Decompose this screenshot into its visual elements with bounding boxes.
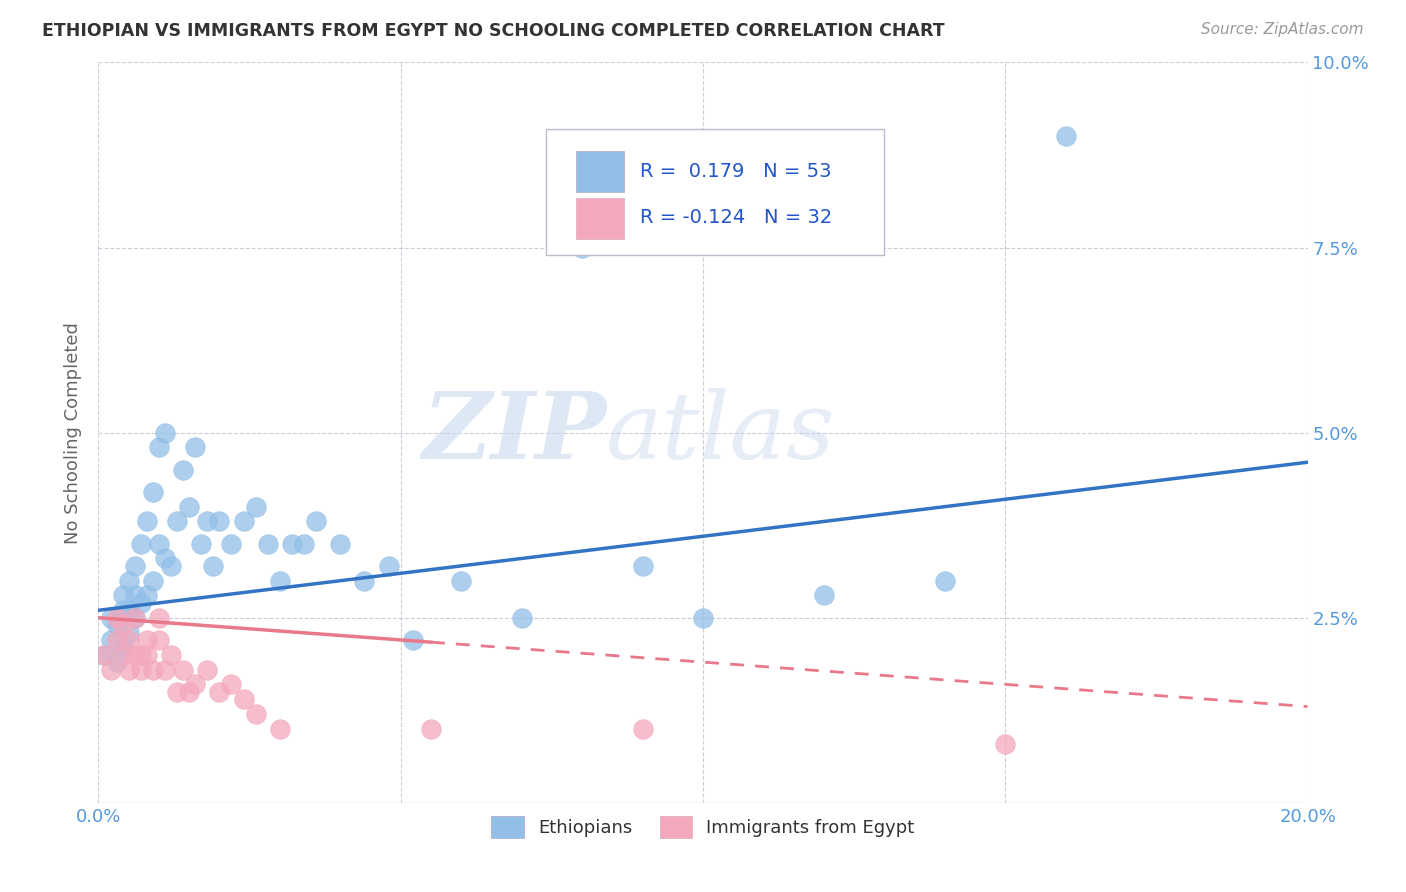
Legend: Ethiopians, Immigrants from Egypt: Ethiopians, Immigrants from Egypt xyxy=(484,809,922,846)
Point xyxy=(135,648,157,662)
Point xyxy=(305,515,328,529)
Text: Source: ZipAtlas.com: Source: ZipAtlas.com xyxy=(1201,22,1364,37)
Point xyxy=(118,625,141,640)
Point xyxy=(208,515,231,529)
Point xyxy=(111,589,134,603)
Text: atlas: atlas xyxy=(606,388,835,477)
Point xyxy=(111,640,134,655)
Point xyxy=(124,558,146,573)
Point xyxy=(402,632,425,647)
Point xyxy=(129,648,152,662)
Point xyxy=(195,663,218,677)
Point xyxy=(105,632,128,647)
Point xyxy=(111,618,134,632)
Point xyxy=(100,610,122,624)
Point xyxy=(184,677,207,691)
Point xyxy=(148,610,170,624)
Point xyxy=(142,663,165,677)
Point xyxy=(1054,129,1077,144)
Point xyxy=(148,632,170,647)
Point xyxy=(994,737,1017,751)
Point xyxy=(129,596,152,610)
Point xyxy=(148,536,170,550)
Point xyxy=(172,663,194,677)
Point xyxy=(631,558,654,573)
Point xyxy=(93,648,115,662)
Point xyxy=(148,441,170,455)
Point xyxy=(281,536,304,550)
Point xyxy=(124,589,146,603)
Point xyxy=(111,603,134,617)
Point xyxy=(118,632,141,647)
Point xyxy=(129,536,152,550)
Point xyxy=(93,648,115,662)
Point xyxy=(269,574,291,588)
Point xyxy=(232,692,254,706)
Point xyxy=(166,515,188,529)
Point xyxy=(202,558,225,573)
Point xyxy=(118,603,141,617)
Point xyxy=(105,610,128,624)
Text: ETHIOPIAN VS IMMIGRANTS FROM EGYPT NO SCHOOLING COMPLETED CORRELATION CHART: ETHIOPIAN VS IMMIGRANTS FROM EGYPT NO SC… xyxy=(42,22,945,40)
Point xyxy=(118,574,141,588)
Point xyxy=(221,536,243,550)
FancyBboxPatch shape xyxy=(546,129,884,255)
Point xyxy=(124,610,146,624)
Point xyxy=(195,515,218,529)
Point xyxy=(934,574,956,588)
Point xyxy=(450,574,472,588)
Point xyxy=(353,574,375,588)
Point xyxy=(153,663,176,677)
Point xyxy=(377,558,399,573)
Point xyxy=(510,610,533,624)
Point xyxy=(111,648,134,662)
Point xyxy=(179,685,201,699)
Point xyxy=(142,574,165,588)
Point xyxy=(160,558,183,573)
Point xyxy=(232,515,254,529)
Point xyxy=(100,663,122,677)
Point xyxy=(329,536,352,550)
Point xyxy=(166,685,188,699)
Bar xyxy=(576,198,624,239)
Point xyxy=(160,648,183,662)
Point xyxy=(190,536,212,550)
Text: ZIP: ZIP xyxy=(422,388,606,477)
Point xyxy=(135,515,157,529)
Point xyxy=(221,677,243,691)
Point xyxy=(292,536,315,550)
Point xyxy=(813,589,835,603)
Point xyxy=(153,425,176,440)
Bar xyxy=(576,152,624,192)
Point xyxy=(105,618,128,632)
Point xyxy=(153,551,176,566)
Y-axis label: No Schooling Completed: No Schooling Completed xyxy=(65,322,83,543)
Point xyxy=(208,685,231,699)
Point xyxy=(179,500,201,514)
Point xyxy=(124,648,146,662)
Point xyxy=(142,484,165,499)
Point xyxy=(269,722,291,736)
Point xyxy=(172,462,194,476)
Point xyxy=(571,240,593,255)
Point xyxy=(631,722,654,736)
Point xyxy=(100,632,122,647)
Text: R = -0.124   N = 32: R = -0.124 N = 32 xyxy=(640,209,832,227)
Point xyxy=(245,706,267,721)
Point xyxy=(135,632,157,647)
Point xyxy=(420,722,443,736)
Point xyxy=(105,655,128,669)
Point xyxy=(135,589,157,603)
Point xyxy=(124,610,146,624)
Point xyxy=(118,663,141,677)
Point xyxy=(184,441,207,455)
Point xyxy=(245,500,267,514)
Text: R =  0.179   N = 53: R = 0.179 N = 53 xyxy=(640,161,831,181)
Point xyxy=(692,610,714,624)
Point xyxy=(129,663,152,677)
Point xyxy=(256,536,278,550)
